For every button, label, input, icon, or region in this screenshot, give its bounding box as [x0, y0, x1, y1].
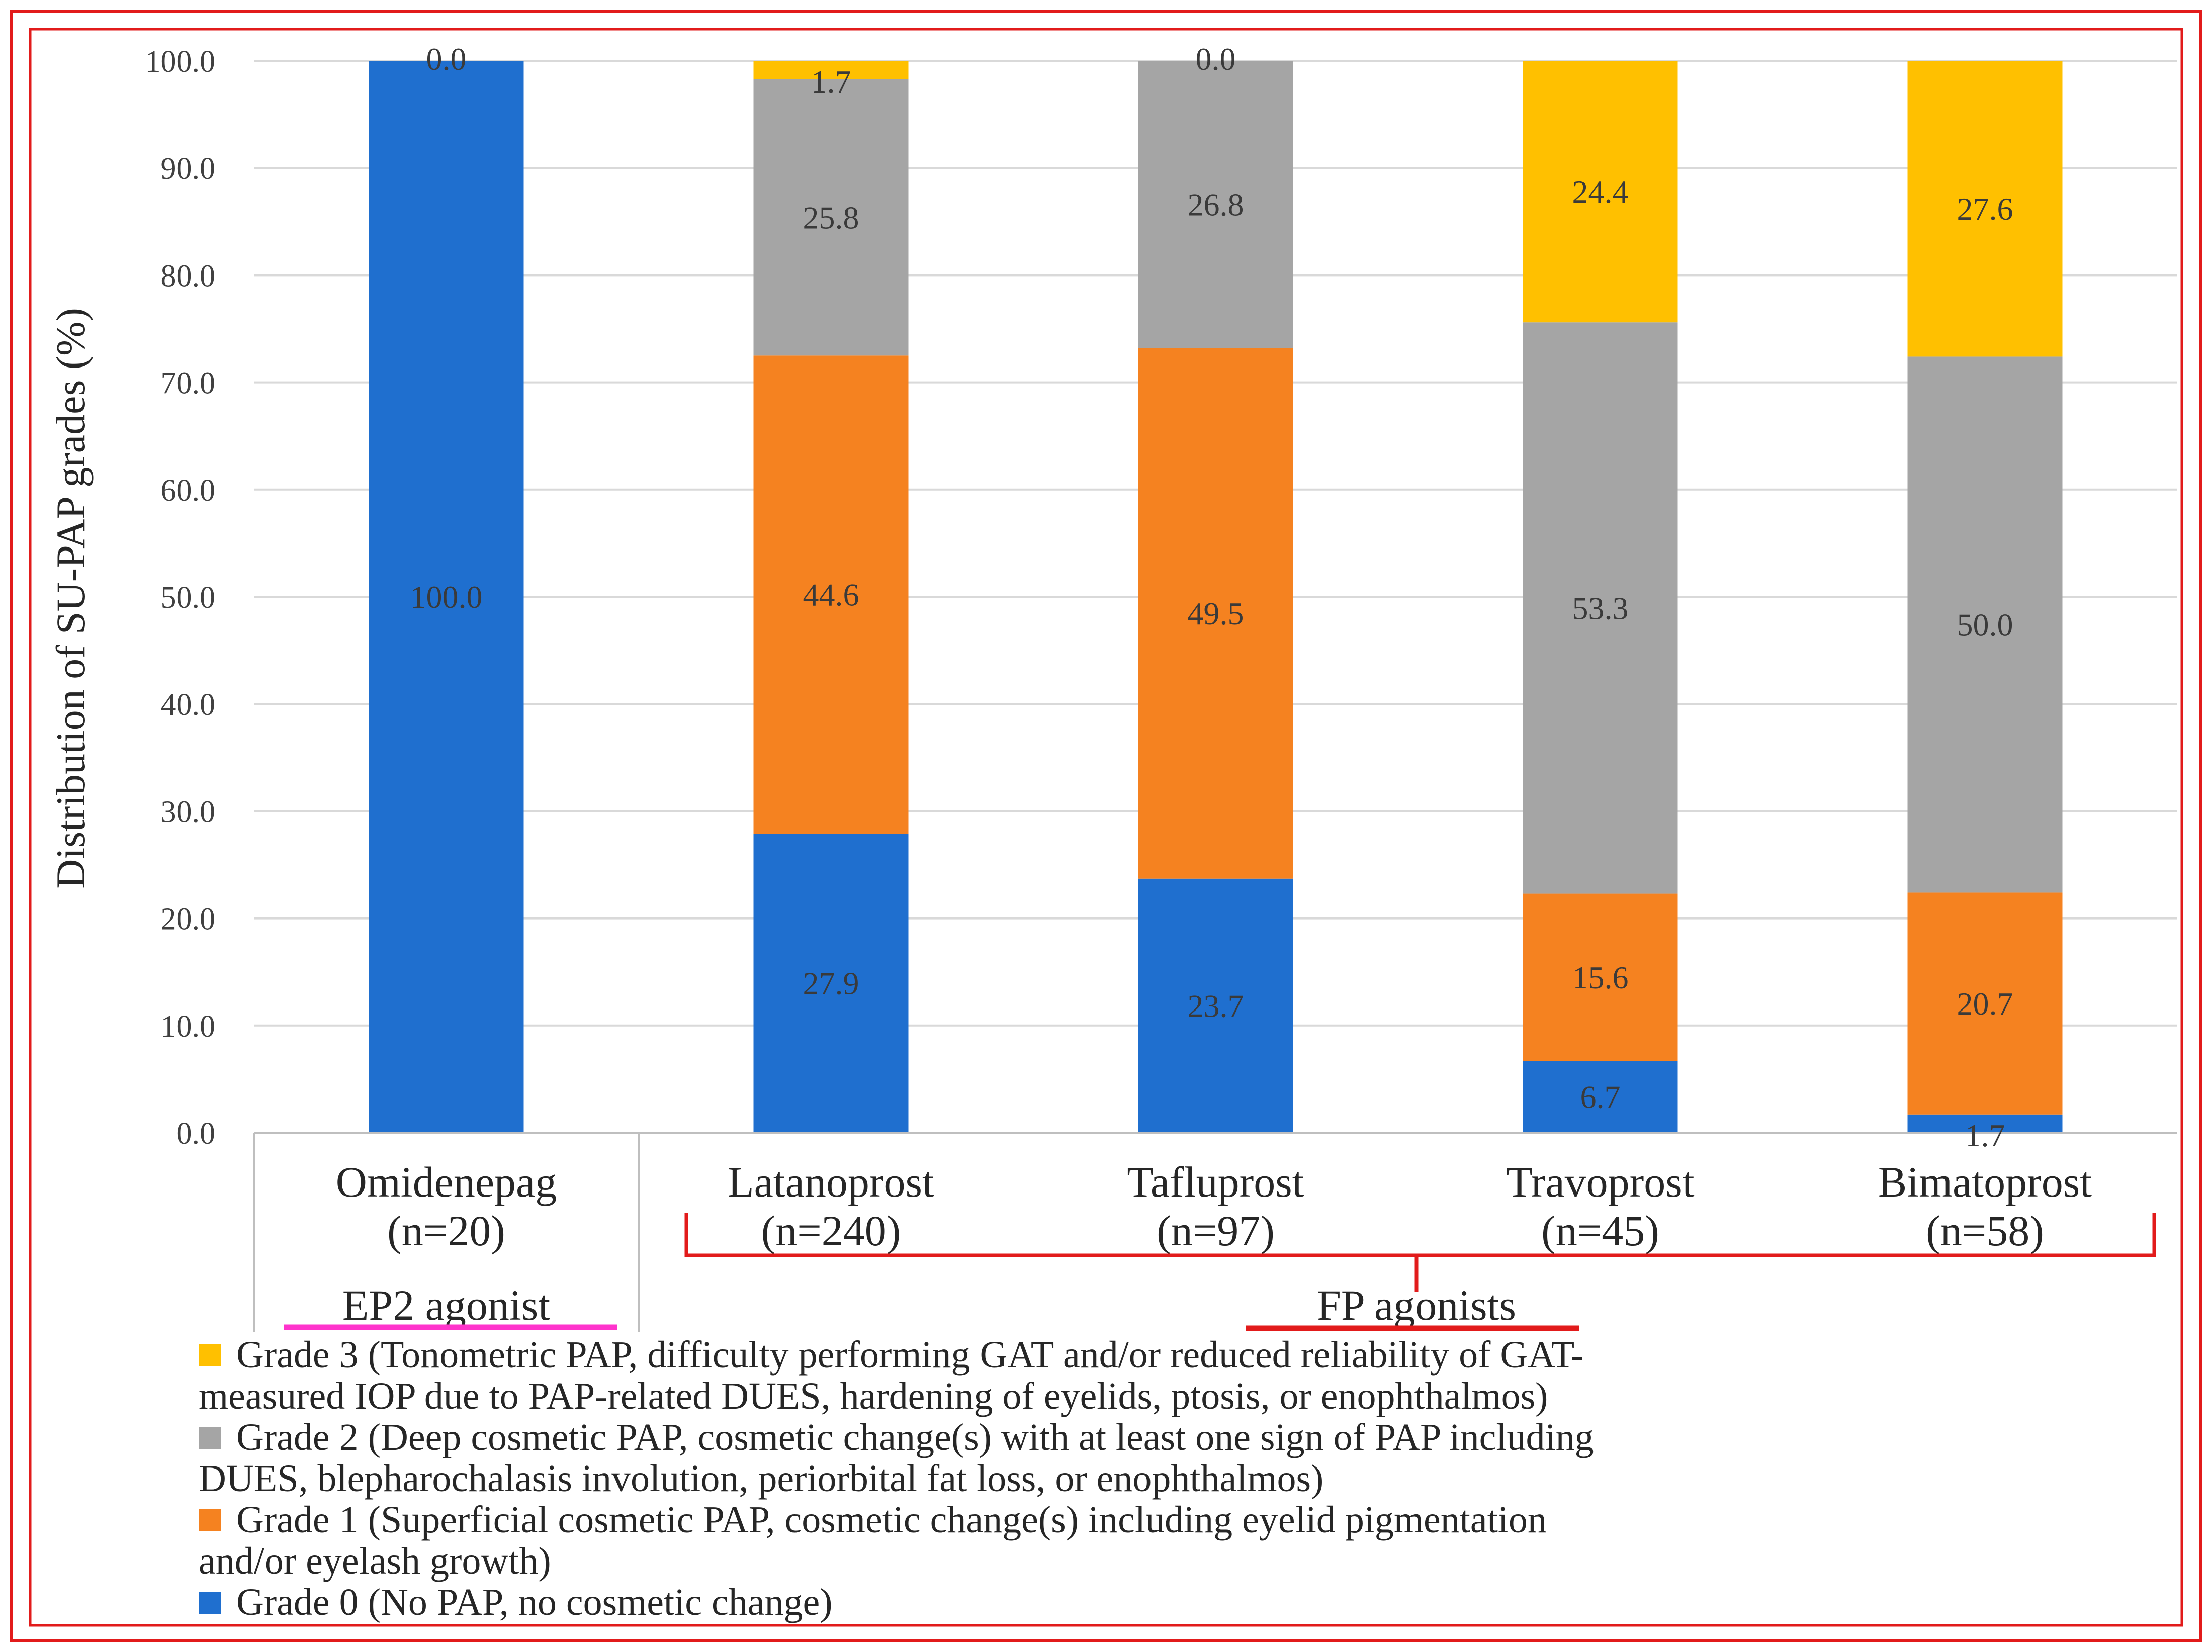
bar-segment	[1907, 892, 2063, 1115]
bar-segment	[1523, 322, 1678, 894]
legend: Grade 3 (Tonometric PAP, difficulty perf…	[199, 1334, 1594, 1623]
y-tick-label: 80.0	[161, 259, 216, 293]
legend-label: Grade 2 (Deep cosmetic PAP, cosmetic cha…	[236, 1416, 1594, 1458]
group-label-ep2: EP2 agonist	[342, 1281, 550, 1329]
inner-frame	[29, 28, 2183, 1627]
bar-segment	[753, 355, 909, 834]
bar-segment	[1907, 61, 2063, 357]
data-label: 15.6	[1572, 960, 1629, 995]
legend-swatch	[199, 1344, 221, 1366]
category-label: Bimatoprost	[1878, 1158, 2092, 1206]
bar-segment	[1907, 356, 2063, 893]
y-tick-label: 20.0	[161, 902, 216, 937]
category-n-label: (n=240)	[761, 1207, 901, 1255]
outer-frame	[10, 10, 2202, 1642]
bar-segment	[753, 79, 909, 356]
category-groups: EP2 agonist FP agonists	[284, 1213, 2156, 1331]
bar-segment	[1523, 1061, 1678, 1133]
data-label: 25.8	[803, 200, 859, 235]
category-n-label: (n=97)	[1157, 1207, 1275, 1255]
axes: 0.0 10.0 20.0 30.0 40.0 50.0 60.0 70.0 80.0 90.0 1…	[48, 45, 2177, 1332]
y-tick-label: 70.0	[161, 366, 216, 401]
data-label: 0.0	[1196, 41, 1236, 77]
y-tick-label: 30.0	[161, 795, 216, 829]
bar-segment	[369, 61, 524, 1133]
group-bracket-fp	[684, 1213, 2156, 1257]
bar-segment	[753, 834, 909, 1133]
data-label: 53.3	[1572, 590, 1629, 626]
bar-segment	[1523, 61, 1678, 323]
legend-label: Grade 3 (Tonometric PAP, difficulty perf…	[236, 1334, 1583, 1376]
y-tick-label: 100.0	[145, 45, 216, 79]
data-label: 44.6	[803, 577, 859, 613]
data-label: 6.7	[1580, 1079, 1621, 1115]
y-tick-label: 10.0	[161, 1009, 216, 1044]
legend-label: and/or eyelash growth)	[199, 1540, 551, 1582]
legend-swatch	[199, 1592, 221, 1614]
y-tick-label: 90.0	[161, 152, 216, 186]
bar-segment	[1138, 348, 1293, 879]
y-axis-label: Distribution of SU-PAP grades (%)	[48, 308, 94, 889]
category-label: Tafluprost	[1127, 1158, 1304, 1206]
category-n-label: (n=58)	[1926, 1207, 2044, 1255]
bar-segment	[1138, 61, 1293, 348]
bar-segment	[1907, 1114, 2063, 1133]
legend-swatch	[199, 1427, 221, 1449]
y-tick-label: 50.0	[161, 581, 216, 615]
data-label: 27.9	[803, 966, 859, 1001]
bar-segment	[753, 61, 909, 79]
bar-segment	[1138, 878, 1293, 1133]
data-label: 27.6	[1957, 191, 2013, 227]
legend-label: DUES, blepharochalasis involution, perio…	[199, 1457, 1323, 1500]
group-label-fp: FP agonists	[1317, 1281, 1516, 1329]
legend-label: measured IOP due to PAP-related DUES, ha…	[199, 1375, 1548, 1417]
data-label: 1.7	[1965, 1118, 2005, 1153]
y-tick-label: 0.0	[176, 1117, 216, 1151]
data-label: 20.7	[1957, 986, 2013, 1022]
category-label: Omidenepag	[336, 1158, 557, 1206]
category-label: Latanoprost	[728, 1158, 934, 1206]
data-labels: 100.0 0.0 27.9 44.6 25.8 1.7 23.7 49.5 26.8 0.0 6.…	[410, 41, 2013, 1153]
data-label: 0.0	[426, 41, 467, 77]
data-label: 50.0	[1957, 607, 2013, 643]
y-tick-label: 40.0	[161, 688, 216, 722]
legend-swatch	[199, 1509, 221, 1531]
category-label: Travoprost	[1506, 1158, 1694, 1206]
data-label: 49.5	[1188, 596, 1244, 631]
data-label: 100.0	[410, 579, 483, 615]
category-n-label: (n=20)	[387, 1207, 505, 1255]
data-label: 23.7	[1188, 988, 1244, 1024]
bars	[369, 61, 2063, 1133]
data-label: 24.4	[1572, 174, 1629, 210]
legend-label: Grade 0 (No PAP, no cosmetic change)	[236, 1581, 833, 1623]
data-label: 26.8	[1188, 187, 1244, 223]
bar-segment	[1523, 893, 1678, 1061]
y-tick-label: 60.0	[161, 474, 216, 508]
legend-label: Grade 1 (Superficial cosmetic PAP, cosme…	[236, 1499, 1547, 1541]
category-n-label: (n=45)	[1541, 1207, 1659, 1255]
data-label: 1.7	[811, 64, 851, 100]
